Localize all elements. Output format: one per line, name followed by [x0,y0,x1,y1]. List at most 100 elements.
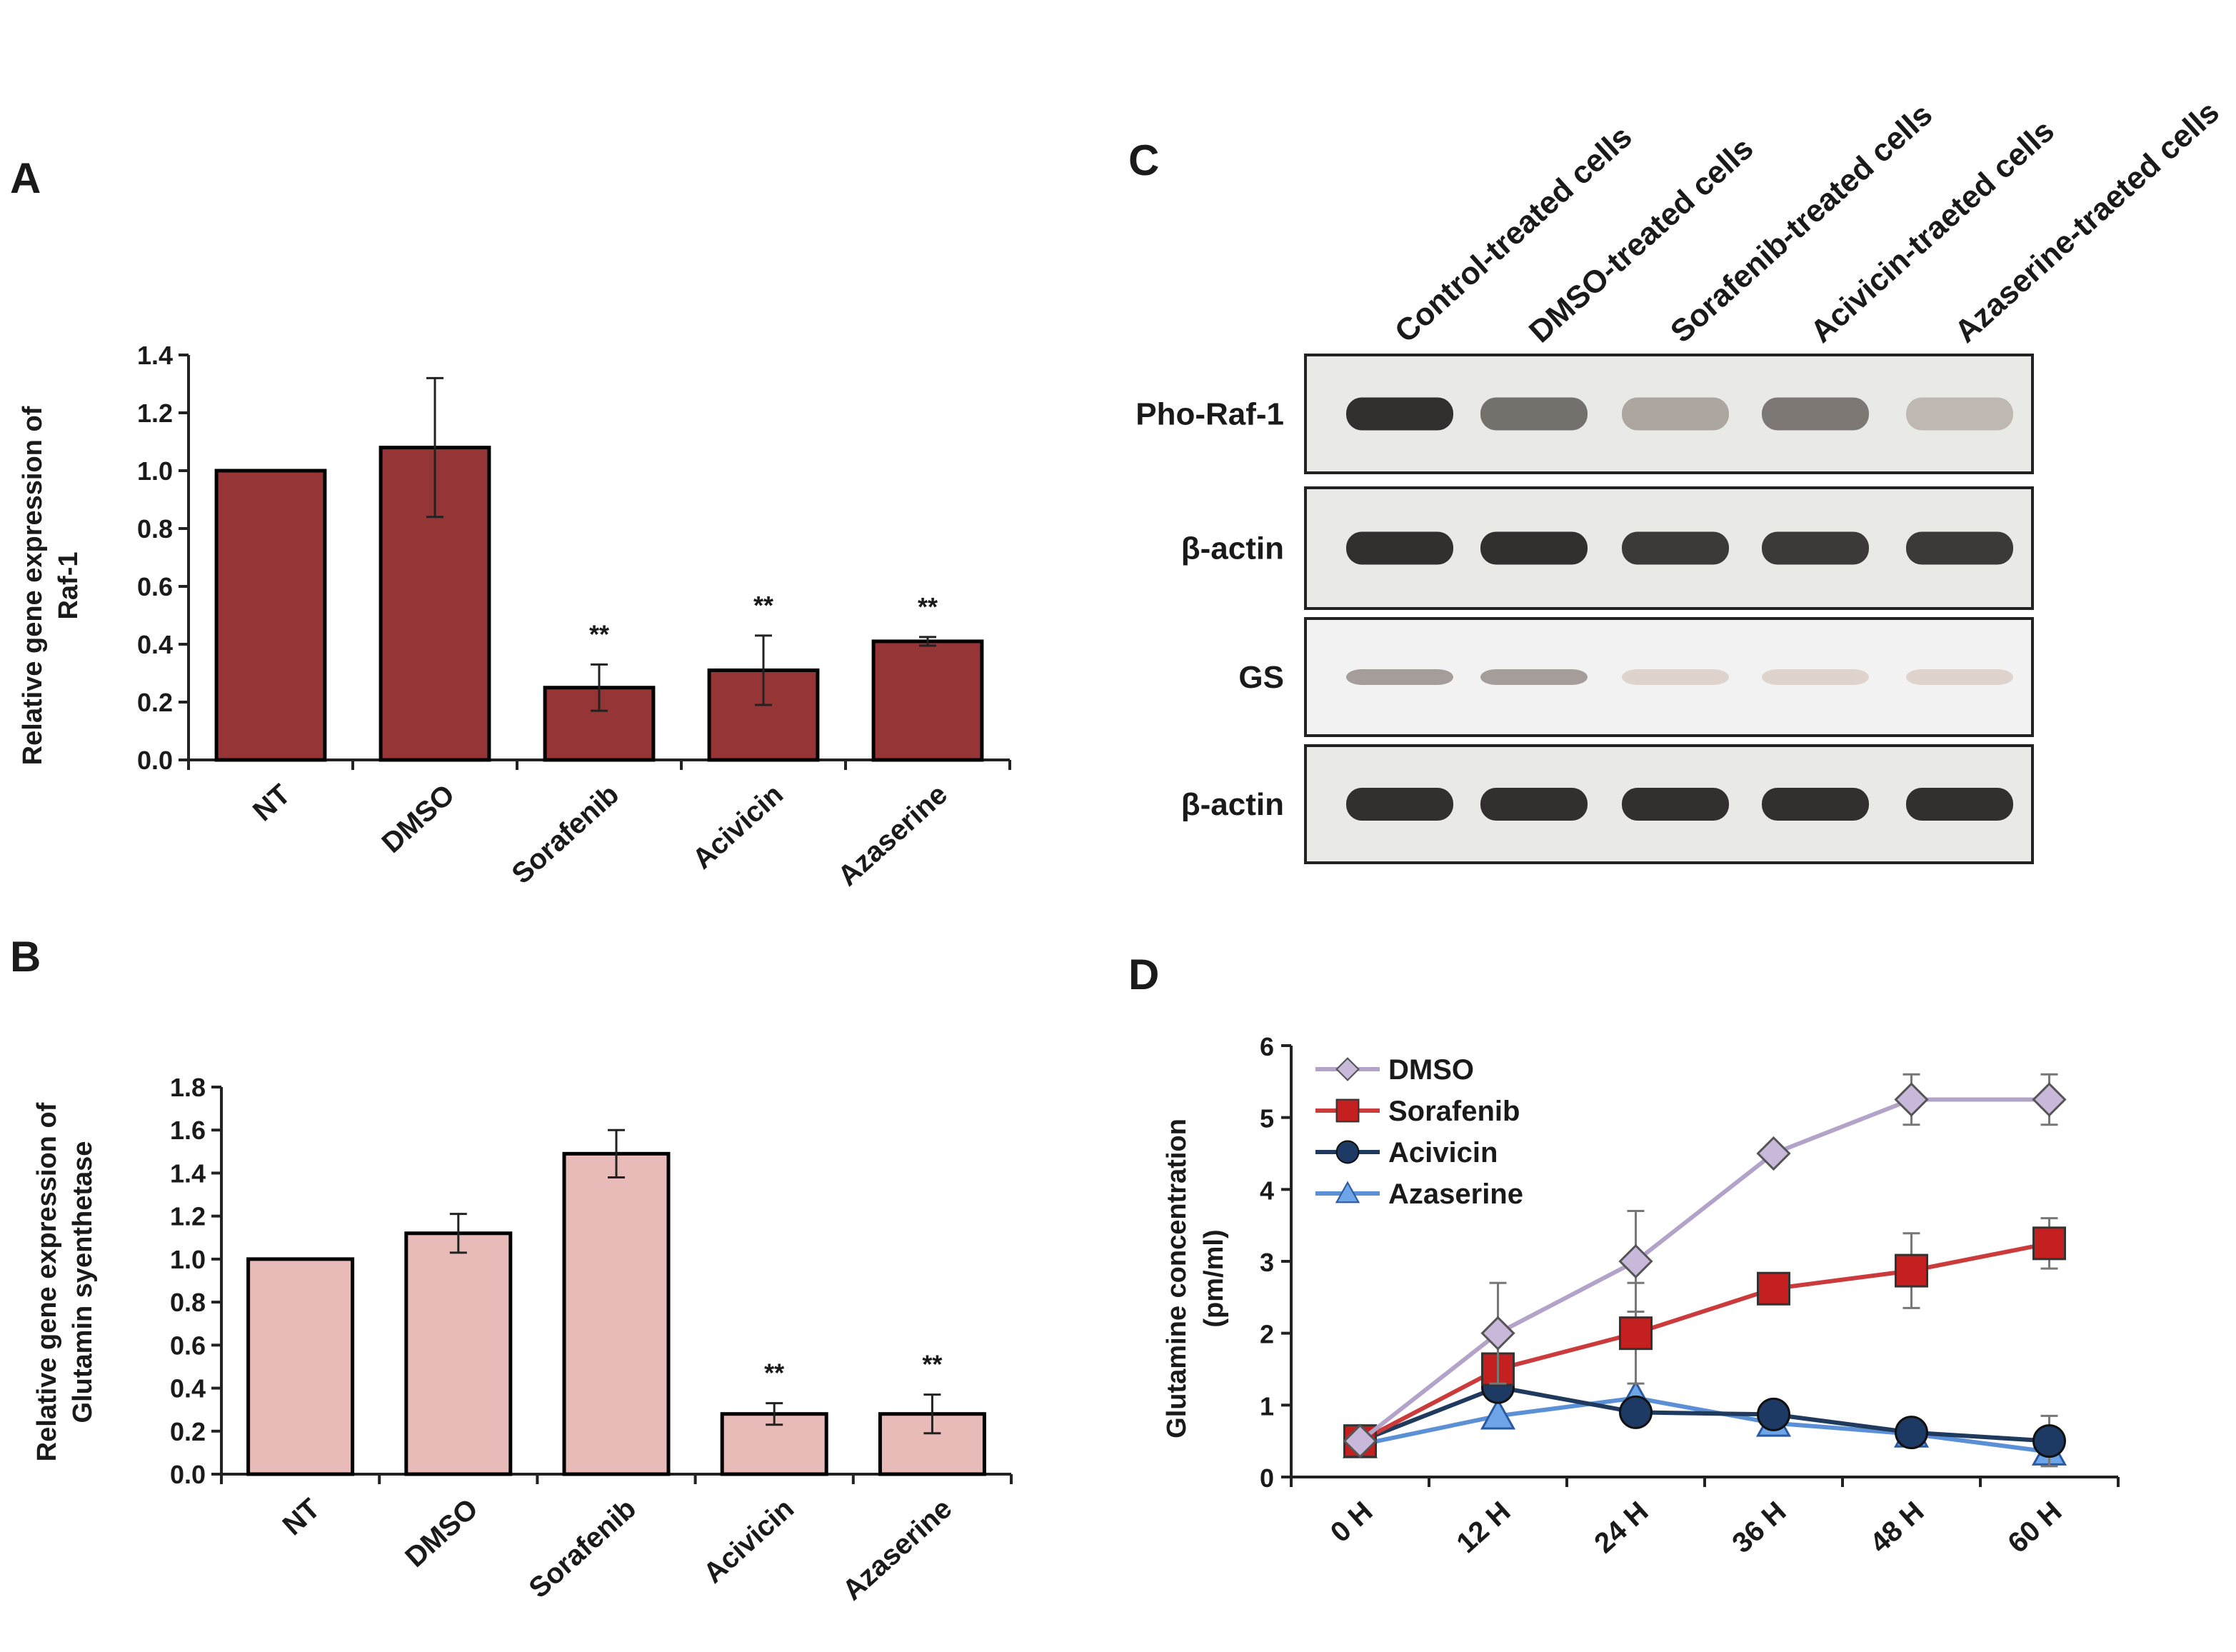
blot-band [1346,669,1453,685]
y-tick-label: 1.2 [170,1202,206,1231]
point-dmso [1618,1243,1653,1279]
y-tick-label: 0.6 [137,572,173,601]
legend-marker-acivicin [1335,1140,1360,1164]
category-label: NT [247,779,296,827]
blot-band [1480,788,1588,821]
blot-band [1622,397,1729,431]
y-tick-label: 1.2 [137,399,173,428]
point-sorafenib [1619,1316,1653,1351]
x-tick-label: 0 H [1325,1496,1379,1548]
blot-row-label: GS [1238,660,1284,695]
blot-band [1906,788,2013,821]
blot-band [1906,397,2013,431]
chart-a-raf1-expression: Relative gene expression of Raf-1 0.0 0.2… [18,341,1011,892]
chart-b-gs-expression: Relative gene expression of Glutamin sye… [32,1073,1013,1606]
blot-band [1906,669,2013,685]
point-acivicin [1757,1397,1790,1431]
chart-d-ylabel-line1: Glutamine concentration [1162,1118,1192,1438]
bar-azaserine [871,639,984,762]
blot-band [1622,531,1729,565]
y-tick-label: 0.4 [170,1374,206,1403]
blot-band [1346,397,1453,431]
x-tick-label: 12 H [1450,1496,1516,1559]
y-tick-label: 0.2 [170,1417,206,1446]
legend-marker-sorafenib [1335,1098,1360,1123]
panel-letter-a: A [10,154,41,202]
point-dmso [1756,1136,1791,1171]
legend-marker-azaserine [1335,1181,1360,1203]
legend-label-azaserine: Azaserine [1388,1178,1523,1210]
panel-letter-b: B [10,933,41,981]
blot-band [1480,669,1588,685]
y-tick-label: 1.0 [137,456,173,486]
y-tick-label: 0 [1260,1463,1274,1493]
point-acivicin [1619,1395,1653,1429]
point-dmso [1343,1423,1378,1458]
category-label: NT [277,1493,326,1541]
y-tick-label: 1.0 [170,1245,206,1274]
point-dmso [1894,1082,1929,1117]
point-sorafenib [1757,1271,1790,1306]
category-label: Sorafenib [506,779,625,890]
point-dmso [2032,1082,2067,1117]
y-tick-label: 1 [1260,1391,1274,1421]
blot-row-label: β-actin [1181,787,1284,822]
point-acivicin [1895,1416,1928,1450]
blot-band [1346,531,1453,565]
significance-marker: ** [764,1358,784,1388]
blot-row-label: β-actin [1181,531,1284,566]
lane-label: Sorafenib-treated cells [1664,97,1939,350]
point-sorafenib [2032,1226,2066,1261]
series-line-azaserine [1359,1396,2050,1454]
category-label: DMSO [376,779,461,859]
point-dmso [1480,1316,1515,1351]
category-label: DMSO [399,1493,484,1573]
lane-label: Azaserine-traeted cells [1948,94,2226,349]
lane-label: Control-treated cells [1388,119,1639,350]
category-label: Azaserine [837,1493,958,1606]
y-tick-label: 0.6 [170,1331,206,1360]
bar-nt [214,469,327,762]
y-tick-label: 0.0 [137,746,173,775]
point-acivicin [2032,1424,2066,1458]
panel-letter-c: C [1128,136,1159,184]
chart-a-ylabel-line2: Raf-1 [54,551,84,619]
bar-dmso [378,446,491,762]
legend-label-acivicin: Acivicin [1388,1137,1498,1168]
y-tick-label: 0.2 [137,688,173,717]
legend-label-sorafenib: Sorafenib [1388,1096,1520,1127]
blot-band [1622,788,1729,821]
category-label: Acivicin [687,779,789,875]
category-label: Sorafenib [523,1493,642,1604]
significance-marker: ** [918,592,938,621]
blot-band [1480,397,1588,431]
x-tick-label: 60 H [2002,1496,2067,1559]
blot-band [1762,531,1869,565]
bar-nt [246,1257,355,1476]
blot-band [1622,669,1729,685]
blot-band [1762,669,1869,685]
bar-dmso [404,1231,513,1476]
y-tick-label: 1.8 [170,1073,206,1102]
significance-marker: ** [922,1350,942,1379]
y-tick-label: 2 [1260,1320,1274,1349]
panel-letter-d: D [1128,951,1159,998]
x-tick-label: 24 H [1588,1496,1654,1559]
y-tick-label: 0.8 [137,514,173,544]
blot-band [1762,397,1869,431]
bar-acivicin [707,668,820,762]
blot-row-label: Pho-Raf-1 [1135,397,1284,432]
lane-label: Acivicin-traeted cells [1804,113,2061,349]
blot-band [1480,531,1588,565]
category-label: Azaserine [832,779,953,892]
y-tick-label: 5 [1260,1104,1274,1133]
blot-band [1762,788,1869,821]
y-tick-label: 1.4 [170,1158,206,1188]
y-tick-label: 0.4 [137,630,173,659]
chart-b-ylabel-line1: Relative gene expression of [32,1102,62,1461]
significance-marker: ** [753,591,773,620]
chart-b-ylabel-line2: Glutamin syenthetase [68,1141,98,1423]
y-tick-label: 4 [1260,1176,1274,1205]
